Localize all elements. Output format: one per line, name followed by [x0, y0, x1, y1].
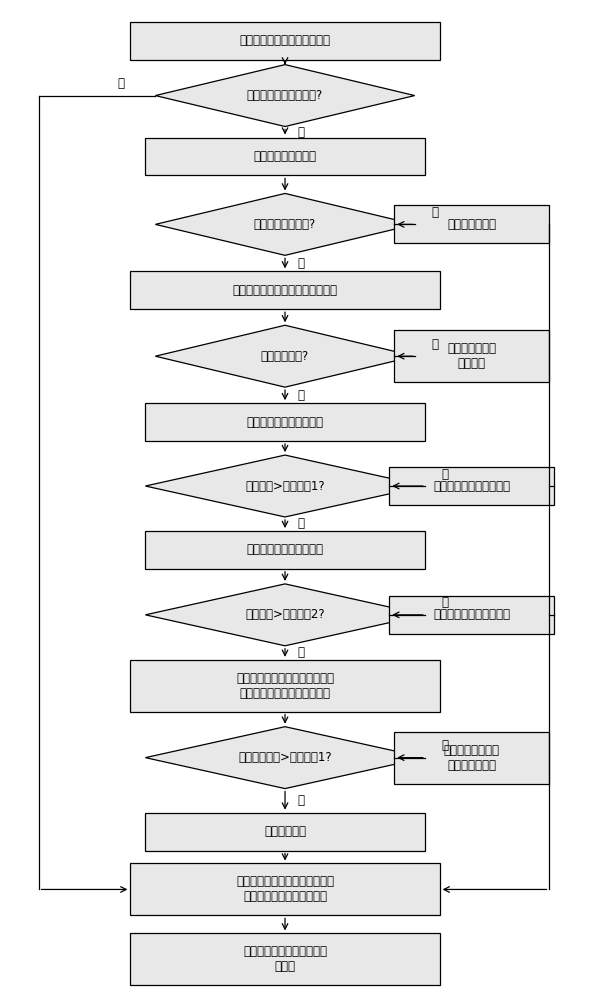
Text: 报警提示，要求调平车架: 报警提示，要求调平车架: [433, 480, 510, 493]
FancyBboxPatch shape: [131, 22, 440, 60]
Text: 是: 是: [441, 596, 448, 609]
FancyBboxPatch shape: [394, 330, 549, 382]
Text: 根据转向模式控制相应的发动机
转速，并显示当前转向模式: 根据转向模式控制相应的发动机 转速，并显示当前转向模式: [236, 875, 334, 903]
FancyBboxPatch shape: [131, 271, 440, 309]
Text: 采集叉车的车速信号: 采集叉车的车速信号: [254, 150, 317, 163]
FancyBboxPatch shape: [389, 467, 554, 505]
Text: 否: 否: [117, 77, 124, 90]
Text: 是: 是: [441, 739, 448, 752]
Text: 货叉倾角>倾角阈值2?: 货叉倾角>倾角阈值2?: [245, 608, 325, 621]
Text: 否: 否: [297, 646, 304, 659]
Text: 报警提示，要求调平货叉: 报警提示，要求调平货叉: [433, 608, 510, 621]
Text: 是否处于静止状态?: 是否处于静止状态?: [254, 218, 316, 231]
Text: 报警，提示停车: 报警，提示停车: [447, 218, 496, 231]
Text: 是: 是: [297, 126, 304, 139]
FancyBboxPatch shape: [394, 732, 549, 784]
Text: 采集叉车的前后轮角度传感器信号: 采集叉车的前后轮角度传感器信号: [232, 284, 337, 297]
Text: 是否进行转向模式切换?: 是否进行转向模式切换?: [247, 89, 323, 102]
FancyBboxPatch shape: [131, 933, 440, 985]
Polygon shape: [156, 325, 415, 387]
Text: 根据转向模式控制相应转向
阀动作: 根据转向模式控制相应转向 阀动作: [243, 945, 327, 973]
Text: 获取驾驶室转向模式开关信号: 获取驾驶室转向模式开关信号: [239, 34, 330, 47]
Text: 否: 否: [431, 338, 438, 351]
Text: 获取货叉系统的倾角信号: 获取货叉系统的倾角信号: [247, 543, 324, 556]
Polygon shape: [146, 584, 425, 646]
Text: 限制发动机转速，
并在显示屏提示: 限制发动机转速， 并在显示屏提示: [444, 744, 500, 772]
Text: 获取叉车车架的倾角信号: 获取叉车车架的倾角信号: [247, 416, 324, 429]
Text: 报警，提示前后
轮回中位: 报警，提示前后 轮回中位: [447, 342, 496, 370]
FancyBboxPatch shape: [146, 813, 425, 851]
Polygon shape: [146, 455, 425, 517]
Text: 否: 否: [297, 794, 304, 807]
Text: 是: 是: [297, 389, 304, 402]
Text: 是否处于中位?: 是否处于中位?: [261, 350, 309, 363]
FancyBboxPatch shape: [389, 596, 554, 634]
FancyBboxPatch shape: [146, 138, 425, 175]
FancyBboxPatch shape: [131, 660, 440, 712]
FancyBboxPatch shape: [131, 863, 440, 915]
Polygon shape: [156, 65, 415, 127]
FancyBboxPatch shape: [394, 205, 549, 243]
Text: 否: 否: [431, 206, 438, 219]
Text: 是: 是: [441, 468, 448, 481]
Polygon shape: [146, 727, 425, 789]
FancyBboxPatch shape: [146, 531, 425, 569]
Text: 是: 是: [297, 257, 304, 270]
Text: 切换转向模式: 切换转向模式: [264, 825, 306, 838]
Text: 货物产生力矩>力矩阈值1?: 货物产生力矩>力矩阈值1?: [238, 751, 332, 764]
Text: 否: 否: [297, 517, 304, 530]
Polygon shape: [156, 193, 415, 255]
FancyBboxPatch shape: [146, 403, 425, 441]
Text: 获取臂架长度传感器，变幅角度
传感器及变幅压力传感器信息: 获取臂架长度传感器，变幅角度 传感器及变幅压力传感器信息: [236, 672, 334, 700]
Text: 车架倾角>倾角阈值1?: 车架倾角>倾角阈值1?: [245, 480, 325, 493]
